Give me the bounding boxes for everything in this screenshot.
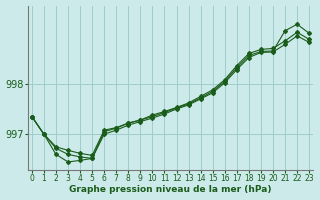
X-axis label: Graphe pression niveau de la mer (hPa): Graphe pression niveau de la mer (hPa) bbox=[69, 185, 272, 194]
